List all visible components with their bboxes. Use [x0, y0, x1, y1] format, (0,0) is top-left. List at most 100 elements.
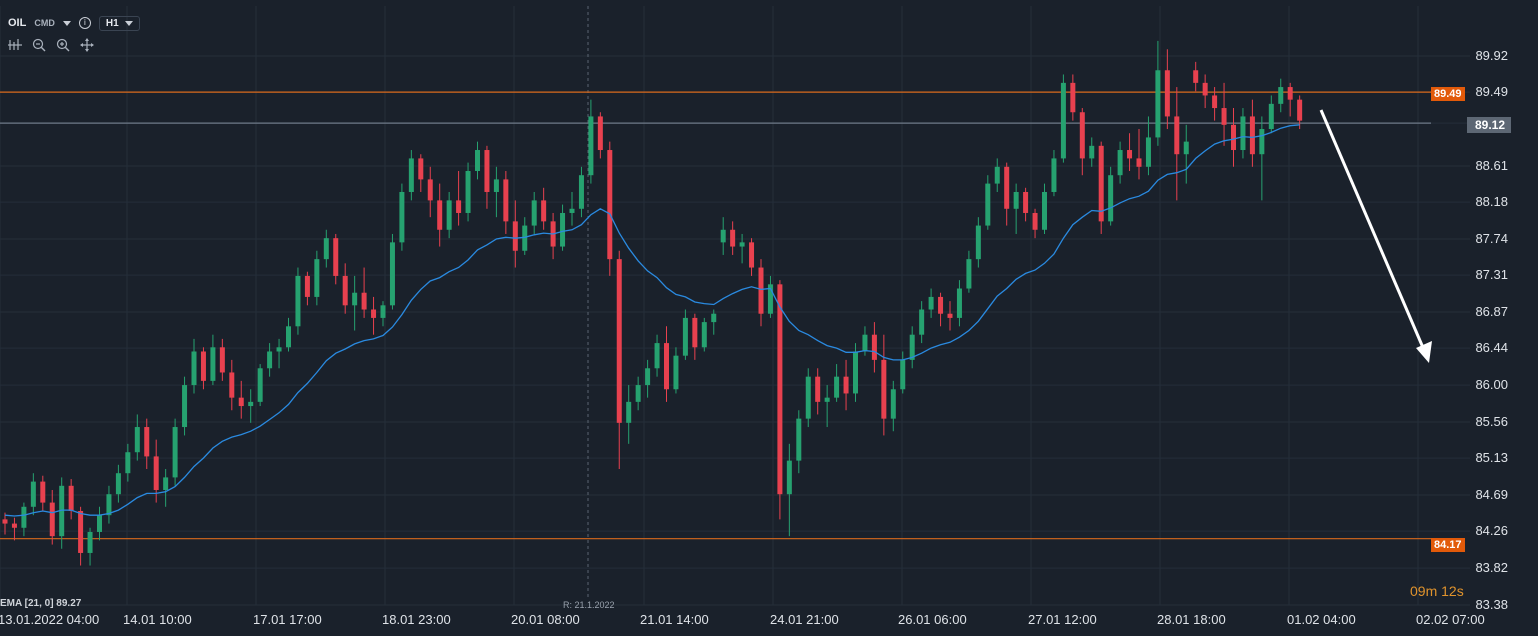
- candle: [333, 233, 339, 285]
- candle: [437, 183, 443, 247]
- candle-body: [692, 317, 698, 348]
- candle: [304, 271, 310, 306]
- candle-body: [1183, 141, 1189, 155]
- candle-body: [1202, 82, 1208, 96]
- candle-body: [295, 275, 301, 327]
- candle: [607, 141, 613, 276]
- zoom-in-icon[interactable]: [56, 38, 70, 52]
- trend-arrow[interactable]: [1319, 109, 1432, 363]
- candle: [323, 229, 329, 268]
- candle-body: [1108, 175, 1114, 222]
- candle: [1060, 74, 1066, 163]
- candle-body: [465, 171, 471, 213]
- candle-body: [87, 531, 93, 553]
- candle: [1212, 87, 1218, 121]
- candle: [1164, 49, 1170, 130]
- candle: [342, 263, 348, 314]
- move-icon[interactable]: [80, 38, 94, 52]
- candle: [1136, 129, 1142, 180]
- candle-body: [257, 368, 263, 402]
- candle: [352, 275, 358, 331]
- candle-body: [560, 212, 566, 247]
- candle-body: [503, 179, 509, 222]
- x-tick-label: 13.01.2022 04:00: [0, 612, 100, 627]
- current-price-tag: 89.12: [1467, 117, 1512, 133]
- candle: [191, 338, 197, 394]
- candle-body: [200, 351, 206, 381]
- candle-body: [1287, 87, 1293, 100]
- candle: [730, 221, 736, 255]
- candle-body: [1060, 82, 1066, 159]
- candle-body: [985, 183, 991, 226]
- candle-body: [437, 200, 443, 230]
- candle: [664, 326, 669, 402]
- timeframe-select[interactable]: H1: [98, 15, 140, 31]
- candle: [1249, 99, 1255, 167]
- candle: [739, 233, 745, 264]
- resistance-price-tag: 89.49: [1431, 87, 1465, 101]
- candle: [796, 410, 802, 474]
- candle: [824, 385, 830, 428]
- candle-body: [938, 296, 944, 314]
- candle-body: [323, 238, 329, 260]
- candle: [1108, 166, 1114, 226]
- candle-body: [49, 502, 55, 537]
- candle: [994, 158, 1000, 192]
- y-tick-label: 83.82: [1475, 560, 1508, 575]
- y-tick-label: 84.69: [1475, 487, 1508, 502]
- candle-body: [834, 376, 840, 398]
- x-tick-label: 28.01 18:00: [1157, 612, 1226, 627]
- candle: [257, 364, 263, 407]
- info-icon[interactable]: i: [78, 17, 91, 29]
- candle: [493, 166, 499, 218]
- candle: [635, 376, 641, 411]
- candle-body: [1070, 82, 1076, 113]
- candle-body: [796, 418, 802, 461]
- candle: [512, 200, 518, 268]
- candle: [1032, 208, 1038, 239]
- candle: [720, 217, 726, 255]
- candle: [626, 385, 632, 444]
- candle: [1155, 40, 1161, 146]
- candle-body: [1127, 150, 1133, 159]
- candle-body: [333, 238, 339, 276]
- candle-body: [286, 326, 291, 348]
- candle-body: [1089, 145, 1095, 159]
- candle-body: [909, 334, 915, 360]
- candle-body: [361, 292, 367, 310]
- candle-body: [1174, 116, 1180, 155]
- candle: [503, 171, 509, 234]
- candle-body: [1023, 191, 1029, 213]
- indicators-icon[interactable]: [8, 38, 22, 52]
- candle: [881, 334, 887, 436]
- candle: [456, 171, 462, 226]
- zoom-out-icon[interactable]: [32, 38, 46, 52]
- candle: [1098, 141, 1104, 234]
- candle: [1004, 162, 1010, 226]
- candle: [21, 502, 27, 537]
- candle: [701, 317, 707, 352]
- candle-body: [125, 452, 131, 474]
- candle-body: [408, 158, 414, 192]
- candle: [248, 389, 254, 423]
- chevron-down-icon[interactable]: [62, 20, 71, 26]
- ema-indicator-label[interactable]: EMA [21, 0] 89.27: [0, 598, 82, 609]
- candle-body: [484, 150, 490, 192]
- candle: [144, 418, 150, 470]
- candle: [87, 527, 93, 566]
- candle: [890, 380, 896, 432]
- candle-body: [1117, 150, 1123, 176]
- candle-body: [1212, 95, 1218, 109]
- candle: [361, 267, 367, 318]
- candle-body: [947, 313, 953, 318]
- candle: [786, 443, 792, 537]
- y-tick-label: 88.18: [1475, 194, 1508, 209]
- candle-countdown: 09m 12s: [1410, 583, 1464, 599]
- candle: [597, 112, 603, 159]
- chart-tools: [8, 38, 94, 52]
- candle-body: [1042, 191, 1047, 230]
- candle-body: [219, 347, 225, 373]
- symbol-label[interactable]: OIL: [8, 17, 27, 29]
- candle-body: [1249, 116, 1255, 155]
